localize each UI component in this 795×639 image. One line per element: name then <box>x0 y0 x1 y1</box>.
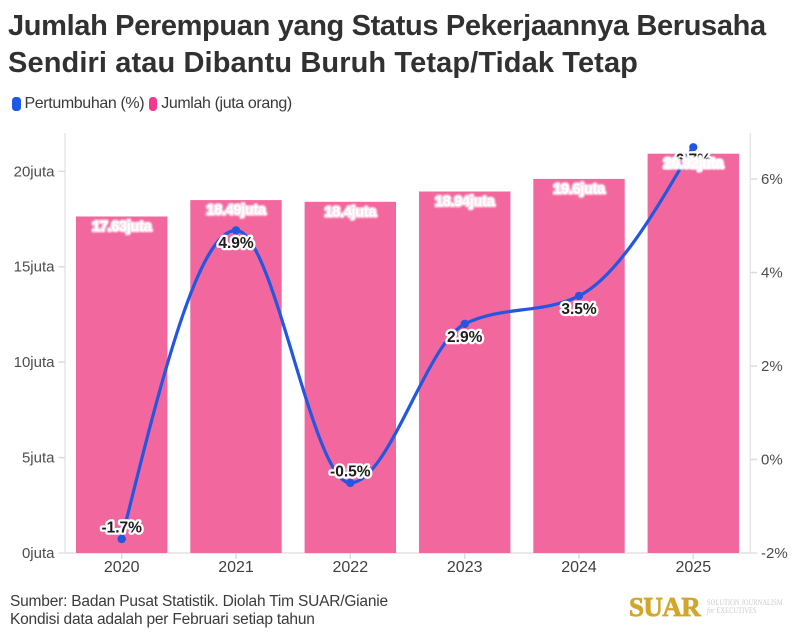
svg-text:4.9%: 4.9% <box>218 235 254 252</box>
svg-text:4%: 4% <box>761 265 783 282</box>
svg-text:18.94juta: 18.94juta <box>435 194 496 210</box>
svg-text:18.4juta: 18.4juta <box>324 204 377 220</box>
svg-text:2.9%: 2.9% <box>447 329 483 346</box>
svg-text:18.49juta: 18.49juta <box>206 203 267 219</box>
svg-text:18.94juta: 18.94juta <box>435 194 496 210</box>
svg-text:-2%: -2% <box>761 545 788 562</box>
svg-text:19.6juta: 19.6juta <box>553 181 606 197</box>
svg-text:20.92juta: 20.92juta <box>664 156 725 172</box>
svg-text:2021: 2021 <box>218 559 254 576</box>
svg-text:15juta: 15juta <box>14 259 56 276</box>
svg-text:20.92juta: 20.92juta <box>664 156 725 172</box>
svg-text:5juta: 5juta <box>22 450 55 467</box>
svg-text:17.63juta: 17.63juta <box>92 219 153 235</box>
svg-text:2020: 2020 <box>104 559 140 576</box>
svg-text:18.49juta: 18.49juta <box>206 203 267 219</box>
svg-text:19.6juta: 19.6juta <box>553 181 606 197</box>
svg-text:6%: 6% <box>761 171 783 188</box>
svg-text:3.5%: 3.5% <box>561 301 597 318</box>
svg-text:6.7%: 6.7% <box>676 152 712 169</box>
svg-text:2022: 2022 <box>333 559 369 576</box>
svg-text:20juta: 20juta <box>14 163 56 180</box>
svg-text:17.63juta: 17.63juta <box>92 219 153 235</box>
svg-text:2025: 2025 <box>676 559 712 576</box>
svg-text:20.92juta: 20.92juta <box>664 156 725 172</box>
svg-text:2%: 2% <box>761 358 783 375</box>
svg-text:2024: 2024 <box>561 559 597 576</box>
svg-text:-1.7%: -1.7% <box>101 520 142 537</box>
svg-text:18.4juta: 18.4juta <box>324 204 377 220</box>
svg-text:0%: 0% <box>761 452 783 469</box>
svg-text:-0.5%: -0.5% <box>330 464 371 481</box>
svg-text:10juta: 10juta <box>14 354 56 371</box>
svg-text:2023: 2023 <box>447 559 483 576</box>
svg-text:0juta: 0juta <box>22 545 55 562</box>
